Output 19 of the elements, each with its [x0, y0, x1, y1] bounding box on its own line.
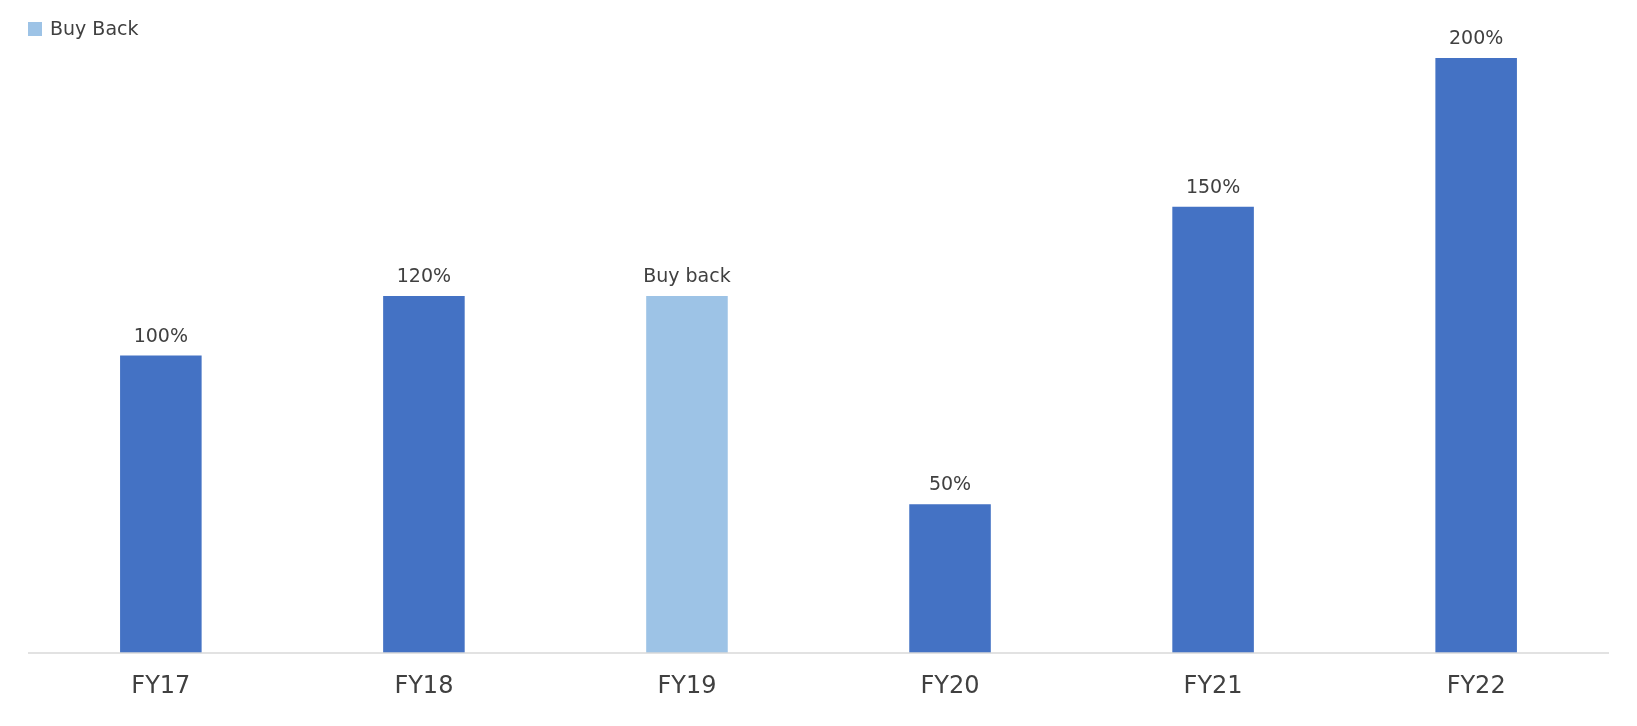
data-label: 50% [928, 472, 972, 495]
x-tick-label: FY21 [1183, 671, 1243, 699]
bar [1172, 206, 1254, 653]
bar [120, 355, 202, 653]
bar [646, 296, 728, 653]
data-label: 120% [396, 264, 452, 286]
x-tick-label: FY20 [920, 671, 980, 699]
bar [909, 504, 991, 653]
data-label: 200% [1448, 26, 1504, 48]
x-tick-label: FY18 [394, 671, 454, 699]
x-tick-label: FY17 [131, 671, 191, 699]
legend-label: Buy Back [50, 17, 139, 39]
data-label: Buy back [643, 264, 731, 286]
bar [383, 296, 465, 653]
data-label: 150% [1185, 174, 1241, 197]
x-tick-label: FY22 [1446, 671, 1506, 699]
bar [1435, 58, 1517, 653]
data-label: 100% [133, 323, 189, 346]
x-tick-label: FY19 [657, 671, 717, 699]
